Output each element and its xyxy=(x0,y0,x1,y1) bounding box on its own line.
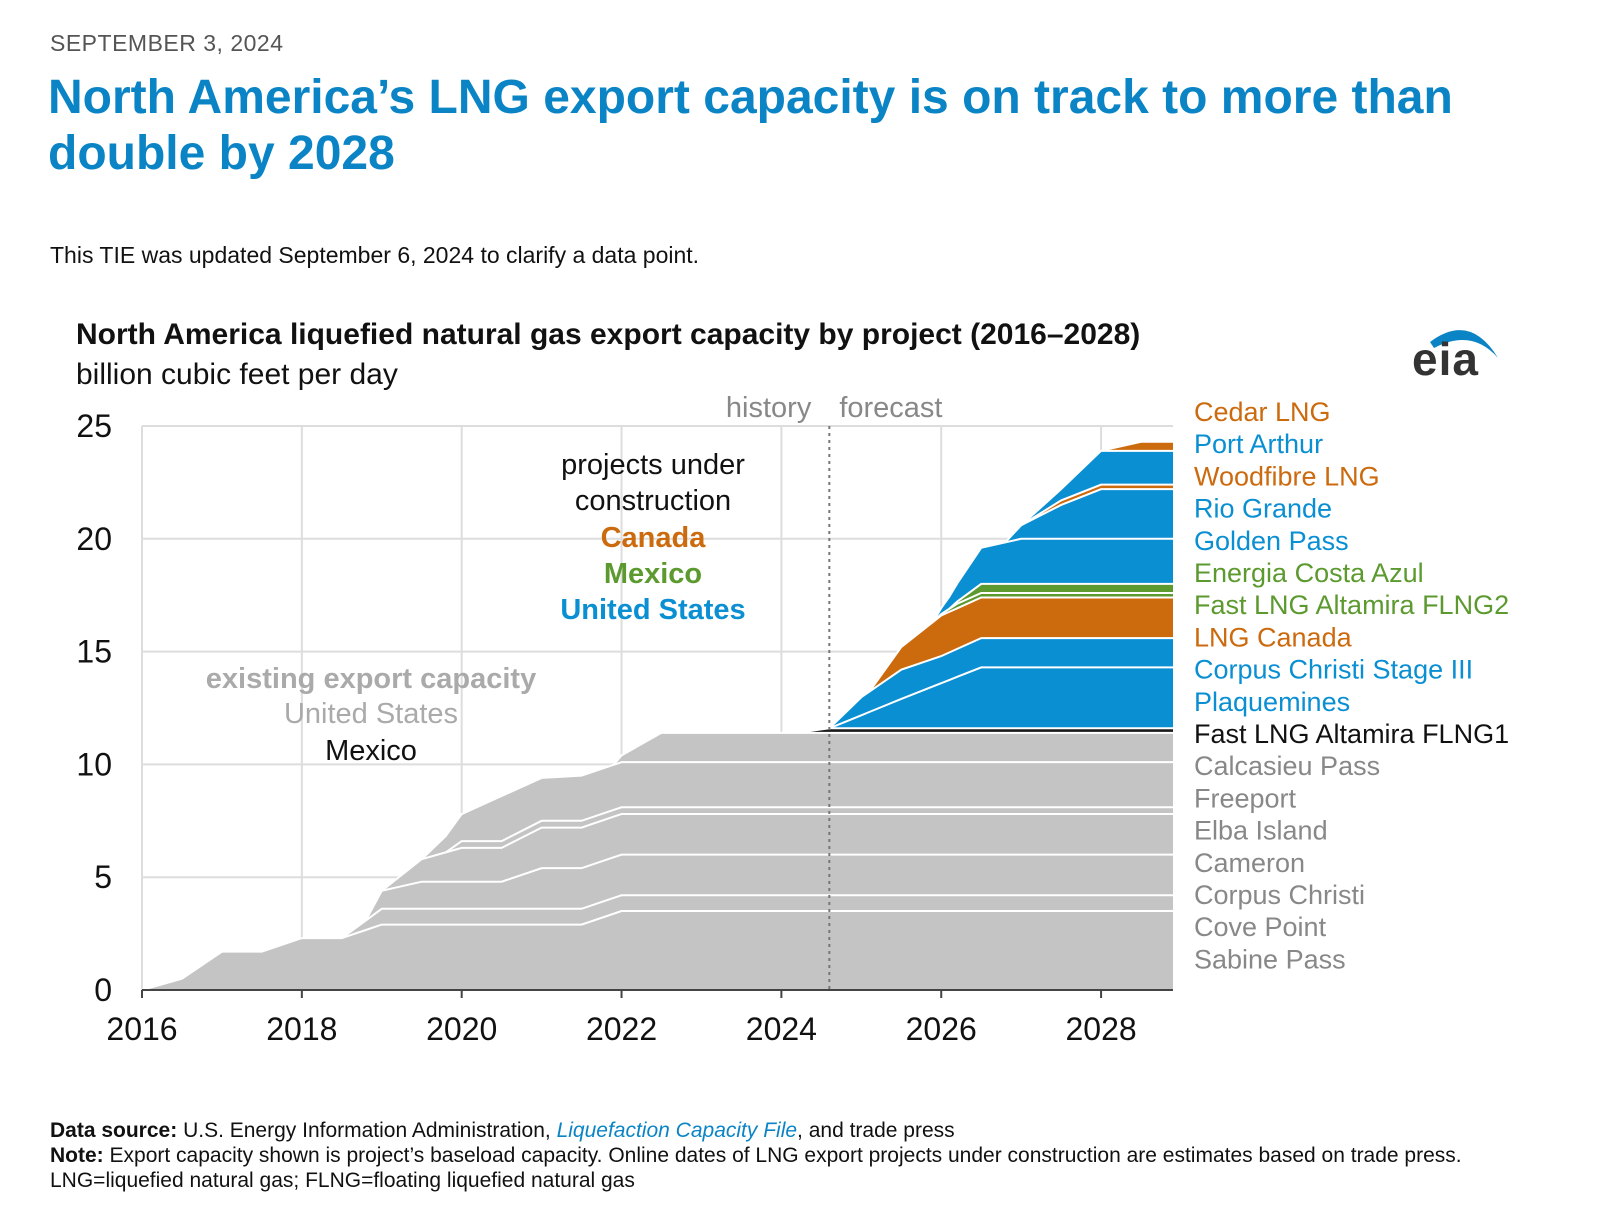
y-tick-label: 5 xyxy=(94,859,112,895)
annotation-canada: Canada xyxy=(601,522,707,554)
y-tick-label: 0 xyxy=(94,972,112,1008)
legend-sabine-pass: Sabine Pass xyxy=(1194,944,1346,974)
abbreviations-line: LNG=liquefied natural gas; FLNG=floating… xyxy=(50,1169,635,1192)
x-tick-label: 2024 xyxy=(746,1011,817,1047)
boundary-cedar-lng xyxy=(1100,440,1173,452)
liquefaction-capacity-file-link[interactable]: Liquefaction Capacity File xyxy=(556,1119,798,1142)
x-tick-label: 2028 xyxy=(1065,1011,1136,1047)
existing-united-states-label: United States xyxy=(284,698,458,730)
x-tick-label: 2016 xyxy=(106,1011,177,1047)
boundary-corpus-christi xyxy=(364,853,1173,921)
chart-footer: Data source: U.S. Energy Information Adm… xyxy=(50,1118,1570,1193)
y-tick-label: 15 xyxy=(76,634,112,670)
legend-rio-grande: Rio Grande xyxy=(1194,494,1332,524)
boundary-fast-lng-altamira-flng1 xyxy=(797,727,1173,734)
annotation-united-states: United States xyxy=(560,594,745,626)
legend-port-arthur: Port Arthur xyxy=(1194,429,1323,459)
x-tick-label: 2022 xyxy=(586,1011,657,1047)
legend-golden-pass: Golden Pass xyxy=(1194,526,1349,556)
article-date: SEPTEMBER 3, 2024 xyxy=(50,30,284,56)
area-cove-point xyxy=(142,895,1173,990)
annotation-mexico: Mexico xyxy=(604,558,702,590)
y-tick-label: 10 xyxy=(76,746,112,782)
eia-logo-swoosh-icon xyxy=(1430,330,1498,358)
boundary-freeport xyxy=(421,761,1173,860)
legend-calcasieu-pass: Calcasieu Pass xyxy=(1194,751,1380,781)
area-freeport xyxy=(142,762,1173,990)
data-source-label: Data source: xyxy=(50,1119,178,1142)
chart-annotations: history forecast projects under constructio… xyxy=(206,392,943,990)
boundary-corpus-christi-stage-iii xyxy=(828,637,1173,730)
area-plaquemines xyxy=(142,667,1173,990)
legend-cameron: Cameron xyxy=(1194,848,1305,878)
under-construction-heading-line2: construction xyxy=(575,485,731,517)
note-text: Export capacity shown is project’s basel… xyxy=(109,1144,1462,1167)
note-label: Note: xyxy=(50,1144,104,1167)
boundary-woodfibre-lng xyxy=(1020,483,1173,527)
legend-energia-costa-azul: Energia Costa Azul xyxy=(1194,558,1424,588)
boundary-elba-island xyxy=(445,806,1173,854)
legend-cove-point: Cove Point xyxy=(1194,912,1327,942)
chart-title: North America liquefied natural gas expo… xyxy=(76,318,1141,351)
y-tick-label: 20 xyxy=(76,521,112,557)
boundary-rio-grande xyxy=(1004,488,1173,544)
note-line: Note: Export capacity shown is project’s… xyxy=(50,1143,1570,1168)
existing-capacity-heading: existing export capacity xyxy=(206,663,536,695)
legend-cedar-lng: Cedar LNG xyxy=(1194,397,1331,427)
boundary-energia-costa-azul xyxy=(948,582,1173,610)
boundary-sabine-pass xyxy=(141,910,1173,991)
legend-corpus-christi: Corpus Christi xyxy=(1194,880,1365,910)
area-sabine-pass xyxy=(142,911,1173,990)
eia-logo[interactable]: eia xyxy=(1400,318,1510,388)
chart-axes: 2016 2018 2020 2022 2024 2026 2028 0 5 10 15 20 25 xyxy=(76,408,1173,1047)
x-tick-label: 2026 xyxy=(906,1011,977,1047)
chart-unit-label: billion cubic feet per day xyxy=(76,358,398,391)
legend-fast-lng-altamira-flng2: Fast LNG Altamira FLNG2 xyxy=(1194,590,1509,620)
area-calcasieu-pass xyxy=(142,732,1173,990)
area-corpus-christi xyxy=(142,854,1173,990)
area-cameron xyxy=(142,814,1173,990)
legend-woodfibre-lng: Woodfibre LNG xyxy=(1194,461,1380,491)
legend-fast-lng-altamira-flng1: Fast LNG Altamira FLNG1 xyxy=(1194,719,1509,749)
area-lng-canada xyxy=(142,597,1173,990)
boundary-cove-point xyxy=(341,894,1173,939)
legend-plaquemines: Plaquemines xyxy=(1194,687,1350,717)
boundary-fast-lng-altamira-flng2 xyxy=(932,591,1173,623)
update-note: This TIE was updated September 6, 2024 t… xyxy=(50,242,700,268)
boundary-calcasieu-pass xyxy=(612,731,1173,766)
boundary-plaquemines xyxy=(828,666,1173,730)
legend-elba-island: Elba Island xyxy=(1194,816,1328,846)
article-headline: North America’s LNG export capacity is o… xyxy=(48,71,1453,180)
x-tick-label: 2018 xyxy=(266,1011,337,1047)
chart-series-boundaries xyxy=(141,440,1173,991)
existing-mexico-label: Mexico xyxy=(325,735,417,767)
under-construction-heading-line1: projects under xyxy=(561,449,745,481)
x-tick-label: 2020 xyxy=(426,1011,497,1047)
boundary-cameron xyxy=(381,813,1173,892)
eia-logo-text: eia xyxy=(1412,333,1479,385)
legend-corpus-christi-stage-iii: Corpus Christi Stage III xyxy=(1194,655,1473,685)
legend-freeport: Freeport xyxy=(1194,783,1297,813)
forecast-label: forecast xyxy=(839,392,942,424)
data-source-line: Data source: U.S. Energy Information Adm… xyxy=(50,1118,1570,1143)
boundary-golden-pass xyxy=(932,537,1173,623)
legend-lng-canada: LNG Canada xyxy=(1194,622,1353,652)
data-source-trade-press: , and trade press xyxy=(797,1119,955,1142)
y-tick-label: 25 xyxy=(76,408,112,444)
data-source-text: U.S. Energy Information Administration, xyxy=(183,1119,551,1142)
history-label: history xyxy=(726,392,812,424)
lng-capacity-chart: 2016 2018 2020 2022 2024 2026 2028 0 5 10 15 20 25 h… xyxy=(76,392,1509,1047)
